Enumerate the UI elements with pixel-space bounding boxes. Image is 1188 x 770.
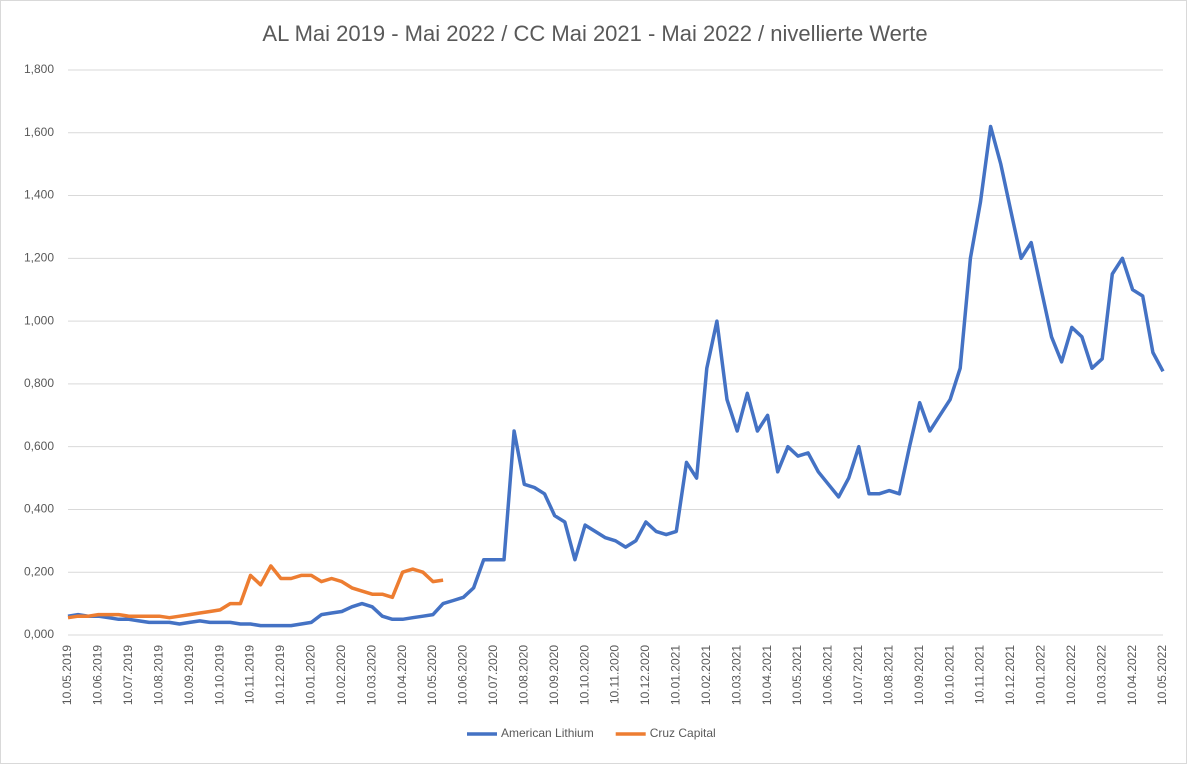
x-tick-label: 10.09.2020 xyxy=(547,645,561,705)
x-tick-label: 10.05.2021 xyxy=(790,645,804,705)
y-tick-label: 0,600 xyxy=(24,439,54,453)
x-tick-label: 10.12.2020 xyxy=(638,645,652,705)
chart-title: AL Mai 2019 - Mai 2022 / CC Mai 2021 - M… xyxy=(262,21,927,46)
x-tick-label: 10.04.2022 xyxy=(1125,645,1139,705)
x-tick-label: 10.06.2021 xyxy=(821,645,835,705)
x-tick-label: 10.12.2021 xyxy=(1003,645,1017,705)
x-tick-label: 10.08.2021 xyxy=(881,645,895,705)
x-tick-label: 10.10.2021 xyxy=(942,645,956,705)
line-series xyxy=(67,124,1165,628)
y-tick-label: 1,400 xyxy=(24,188,54,202)
y-tick-label: 0,200 xyxy=(24,564,54,578)
x-tick-label: 10.01.2022 xyxy=(1034,645,1048,705)
x-tick-label: 10.03.2022 xyxy=(1094,645,1108,705)
x-tick-label: 10.10.2020 xyxy=(577,645,591,705)
x-tick-label: 10.04.2020 xyxy=(395,645,409,705)
x-tick-label: 10.02.2020 xyxy=(334,645,348,705)
x-tick-label: 10.07.2019 xyxy=(121,645,135,705)
x-tick-label: 10.11.2021 xyxy=(973,645,987,704)
x-tick-label: 10.06.2020 xyxy=(456,645,470,705)
legend-label: American Lithium xyxy=(501,726,594,740)
y-tick-label: 0,000 xyxy=(24,627,54,641)
y-tick-label: 1,000 xyxy=(24,313,54,327)
x-tick-label: 10.09.2021 xyxy=(912,645,926,705)
line-series xyxy=(67,564,444,620)
x-tick-label: 10.07.2021 xyxy=(851,645,865,705)
y-tick-label: 0,400 xyxy=(24,502,54,516)
x-tick-label: 10.11.2019 xyxy=(243,645,257,704)
x-tick-label: 10.09.2019 xyxy=(182,645,196,705)
x-tick-label: 10.01.2020 xyxy=(304,645,318,705)
y-tick-label: 1,200 xyxy=(24,251,54,265)
x-tick-label: 10.12.2019 xyxy=(273,645,287,705)
x-tick-label: 10.10.2019 xyxy=(212,645,226,705)
x-tick-label: 10.08.2020 xyxy=(516,645,530,705)
x-tick-label: 10.02.2021 xyxy=(699,645,713,705)
x-tick-label: 10.06.2019 xyxy=(91,645,105,705)
y-tick-label: 1,600 xyxy=(24,125,54,139)
x-tick-label: 10.02.2022 xyxy=(1064,645,1078,705)
x-tick-label: 10.03.2021 xyxy=(729,645,743,705)
x-tick-label: 10.05.2020 xyxy=(425,645,439,705)
x-tick-label: 10.11.2020 xyxy=(608,645,622,704)
x-tick-label: 10.07.2020 xyxy=(486,645,500,705)
x-tick-label: 10.04.2021 xyxy=(760,645,774,705)
y-tick-label: 0,800 xyxy=(24,376,54,390)
x-tick-label: 10.01.2021 xyxy=(669,645,683,705)
x-tick-label: 10.08.2019 xyxy=(151,645,165,705)
legend-label: Cruz Capital xyxy=(650,726,716,740)
y-tick-label: 1,800 xyxy=(24,62,54,76)
x-tick-label: 10.05.2019 xyxy=(60,645,74,705)
x-tick-label: 10.03.2020 xyxy=(364,645,378,705)
x-tick-label: 10.05.2022 xyxy=(1155,645,1169,705)
